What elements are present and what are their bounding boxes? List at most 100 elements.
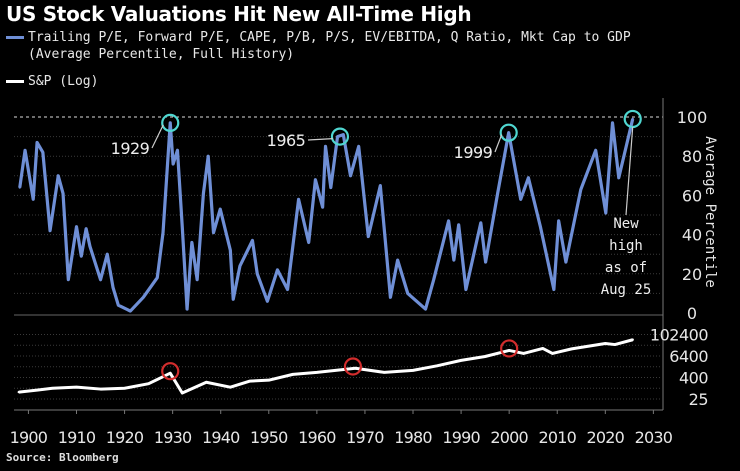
annotation-new-high-line: as of <box>605 260 647 276</box>
valuation-data-point <box>181 225 184 228</box>
valuation-data-point <box>80 254 83 258</box>
sp-data-point <box>604 342 607 345</box>
sp-data-point <box>181 391 184 395</box>
sp-data-point <box>354 367 357 370</box>
log-y-tick-label: 102400 <box>650 326 708 345</box>
valuation-data-point <box>594 149 597 152</box>
sp-data-point <box>631 338 634 341</box>
sp-data-point <box>75 385 78 389</box>
y-tick-label: 40 <box>682 226 702 245</box>
valuation-data-point <box>23 149 27 152</box>
valuation-data-point <box>321 205 324 209</box>
valuation-data-point <box>169 121 172 125</box>
annotation-leader-line <box>151 124 164 149</box>
valuation-data-point <box>106 253 109 256</box>
sp-data-point <box>541 347 545 350</box>
valuation-data-point <box>496 192 499 195</box>
valuation-data-point <box>176 149 179 152</box>
legend-swatch-blue <box>6 36 24 39</box>
valuation-data-point <box>507 131 510 134</box>
sp-data-point <box>169 371 172 375</box>
valuation-data-point <box>631 117 634 121</box>
valuation-data-point <box>349 174 352 177</box>
valuation-data-point <box>229 249 232 252</box>
valuation-data-point <box>61 192 65 195</box>
valuation-data-point <box>557 219 560 223</box>
chart-title: US Stock Valuations Hit New All-Time Hig… <box>6 2 472 26</box>
valuation-data-point <box>156 276 159 279</box>
x-tick-label: 1910 <box>58 428 96 447</box>
valuation-data-point <box>41 151 45 154</box>
valuation-data-point <box>367 235 370 238</box>
peak-highlight-circle <box>330 127 350 146</box>
legend-valuation-line2: (Average Percentile, Full History) <box>28 47 295 62</box>
valuation-data-point <box>75 225 78 228</box>
sp-data-point <box>267 378 270 382</box>
valuation-data-point <box>324 145 327 148</box>
valuation-data-point <box>406 292 409 295</box>
valuation-data-point <box>276 268 279 272</box>
sp-data-point <box>507 349 511 352</box>
peak-highlight-circle <box>161 113 180 132</box>
valuation-data-point <box>238 264 242 268</box>
sp-data-point <box>205 381 208 384</box>
sp-data-point <box>411 369 415 372</box>
valuation-data-point <box>389 296 392 299</box>
y-tick-label: 20 <box>682 265 702 284</box>
x-tick-label: 1990 <box>442 428 480 447</box>
sp-data-point <box>459 359 463 362</box>
valuation-data-point <box>18 186 21 189</box>
y-tick-label: 80 <box>682 147 702 166</box>
log-y-tick-label: 25 <box>689 390 708 409</box>
valuation-data-point <box>519 198 522 201</box>
valuation-data-point <box>251 239 254 242</box>
sp-data-point <box>147 382 150 385</box>
valuation-data-point <box>286 288 289 291</box>
annotation-new-high-line: high <box>609 238 643 254</box>
sp-data-point <box>483 355 487 358</box>
valuation-data-point <box>424 307 427 311</box>
valuation-data-point <box>129 309 132 313</box>
x-tick-label: 2000 <box>490 428 528 447</box>
x-tick-label: 2020 <box>587 428 625 447</box>
peak-highlight-circle <box>499 123 518 142</box>
annotation-new-high-line: Aug 25 <box>601 282 652 298</box>
x-tick-label: 1970 <box>346 428 384 447</box>
valuation-data-point <box>457 223 460 226</box>
valuation-data-point <box>185 307 189 311</box>
valuation-data-point <box>161 231 165 234</box>
annotation-leader-line <box>307 138 333 141</box>
legend-swatch-white <box>6 80 24 83</box>
valuation-data-point <box>84 227 88 230</box>
valuation-data-point <box>266 300 269 303</box>
legend-valuation-line1: Trailing P/E, Forward P/E, CAPE, P/B, P/… <box>28 30 631 45</box>
sp-data-point <box>613 343 617 346</box>
x-tick-label: 1920 <box>106 428 144 447</box>
valuation-data-point <box>342 133 345 136</box>
sp-data-point <box>17 390 21 394</box>
valuation-data-point <box>171 162 175 166</box>
sp-highlight-circle <box>343 357 363 376</box>
annotation-leader-line <box>494 134 503 153</box>
sp-data-point <box>551 352 554 355</box>
valuation-data-point <box>256 272 259 275</box>
y-tick-label: 100 <box>677 108 708 127</box>
sp-data-point <box>248 379 251 383</box>
valuation-data-point <box>579 188 582 191</box>
valuation-data-point <box>232 298 235 301</box>
valuation-data-point <box>195 278 199 281</box>
valuation-data-point <box>212 231 215 234</box>
y-tick-label: 0 <box>687 304 697 323</box>
valuation-data-point <box>99 278 102 281</box>
valuation-data-point <box>617 176 620 179</box>
valuation-data-point <box>32 198 35 201</box>
valuation-data-point <box>336 135 339 138</box>
sp-data-point <box>99 387 102 391</box>
annotation-label-1929: 1929 <box>111 139 150 158</box>
x-tick-label: 1940 <box>202 428 240 447</box>
valuation-data-point <box>297 198 300 201</box>
valuation-data-point <box>452 258 456 262</box>
legend-sp-label: S&P (Log) <box>28 74 99 89</box>
sp-data-point <box>522 352 525 355</box>
